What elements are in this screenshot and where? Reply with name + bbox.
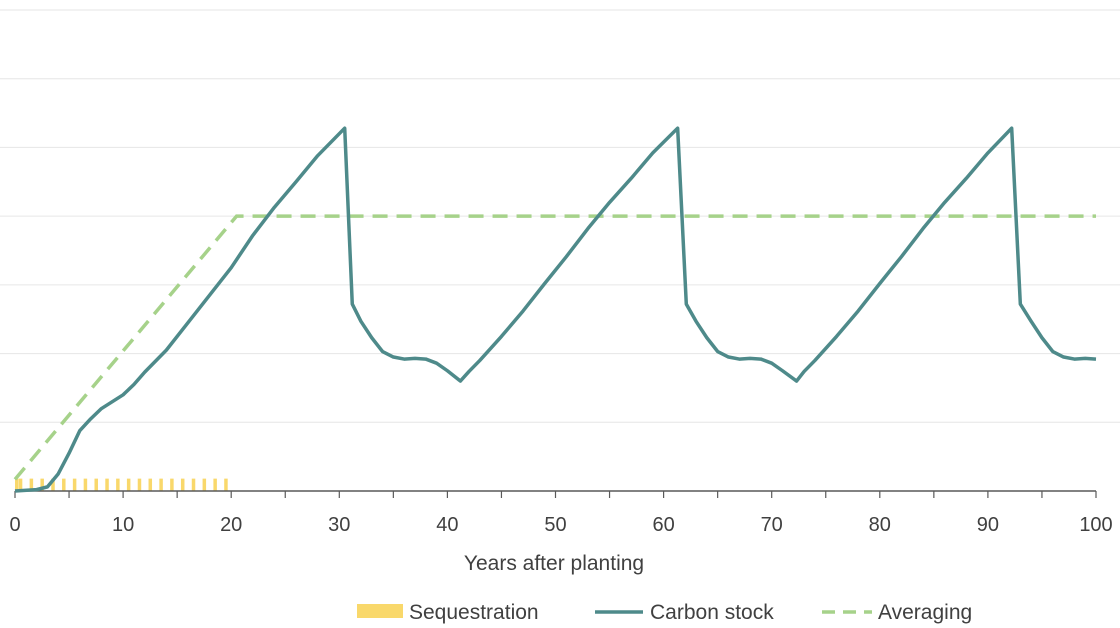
legend-label-sequestration: Sequestration [409, 601, 539, 624]
grid-lines [0, 9, 1120, 423]
sequestration-bar [116, 478, 120, 491]
sequestration-bar [159, 478, 163, 491]
x-tick-label: 50 [544, 514, 566, 536]
sequestration-bar [126, 478, 131, 491]
averaging-line-group [13, 214, 1096, 481]
x-tick-label: 10 [112, 514, 134, 536]
x-tick-label: 0 [9, 514, 20, 536]
sequestration-bar [29, 478, 34, 491]
x-axis [14, 490, 1097, 498]
legend-label-carbon-stock: Carbon stock [650, 601, 774, 624]
sequestration-bar [148, 478, 153, 491]
sequestration-bar [137, 478, 142, 491]
sequestration-bar [15, 478, 19, 491]
x-axis-title: Years after planting [464, 552, 644, 575]
sequestration-bar [105, 478, 109, 491]
x-tick-label: 40 [436, 514, 458, 536]
sequestration-bar [213, 478, 217, 491]
sequestration-bar [18, 478, 23, 491]
sequestration-bar [83, 478, 88, 491]
sequestration-bar [202, 478, 207, 491]
sequestration-bar [62, 478, 66, 491]
sequestration-bar [180, 478, 185, 491]
legend-label-averaging: Averaging [878, 601, 972, 624]
averaging-line [13, 214, 1096, 481]
sequestration-bar [170, 478, 174, 491]
x-tick-label: 70 [761, 514, 783, 536]
x-tick-label: 20 [220, 514, 242, 536]
x-tick-label: 80 [869, 514, 891, 536]
x-tick-label: 60 [652, 514, 674, 536]
x-tick-label: 30 [328, 514, 350, 536]
sequestration-bar [51, 478, 55, 491]
sequestration-bar [40, 478, 44, 491]
x-tick-labels: 0 10 20 30 40 50 60 70 80 90 100 [9, 514, 1112, 536]
carbon-stock-line-group [14, 126, 1097, 493]
carbon-stock-line [14, 126, 1097, 493]
x-tick-label: 100 [1079, 514, 1112, 536]
legend: Sequestration Carbon stock Averaging [357, 601, 972, 624]
sequestration-bars [15, 478, 228, 491]
legend-swatch-sequestration [357, 604, 403, 618]
sequestration-bar [94, 478, 98, 491]
sequestration-bar [191, 478, 196, 491]
sequestration-bar [224, 478, 228, 491]
x-tick-label: 90 [977, 514, 999, 536]
sequestration-bar [72, 478, 77, 491]
